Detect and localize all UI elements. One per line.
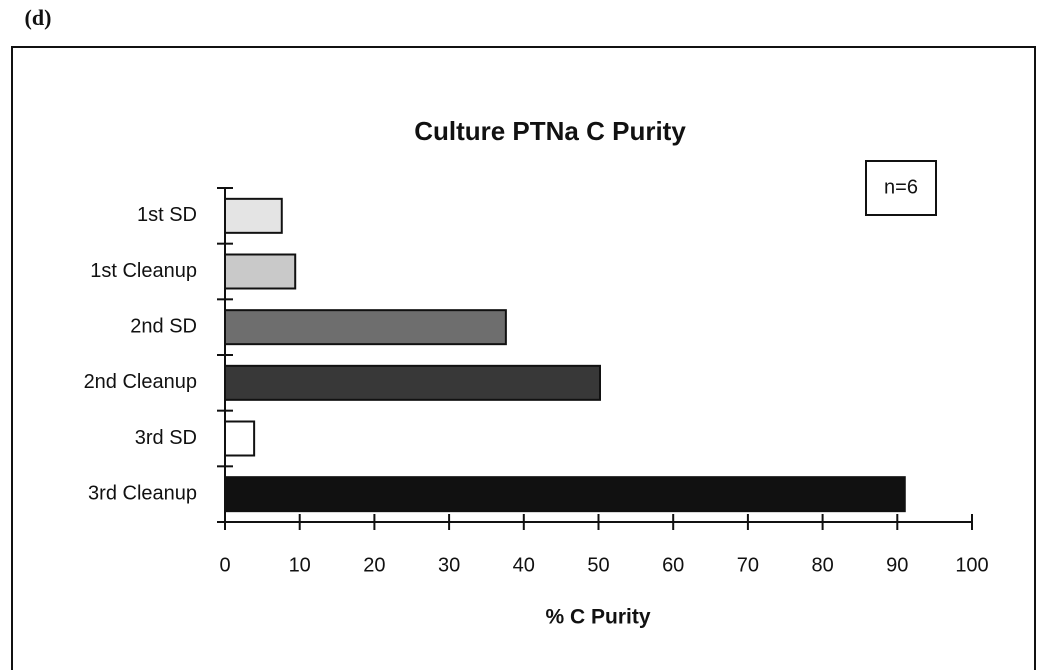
- bar: [224, 420, 256, 457]
- x-tick-label: 20: [363, 554, 385, 576]
- x-tick-label: 0: [219, 554, 230, 576]
- y-tick-label: 1st SD: [137, 204, 197, 226]
- y-tick-label: 2nd Cleanup: [84, 371, 197, 393]
- x-tick-label: 40: [513, 554, 535, 576]
- bar: [224, 364, 601, 401]
- x-tick-label: 80: [811, 554, 833, 576]
- bar: [224, 476, 906, 513]
- x-tick-label: 30: [438, 554, 460, 576]
- frame: [11, 46, 1036, 670]
- x-tick-label: 60: [662, 554, 684, 576]
- chart-title: Culture PTNa C Purity: [414, 116, 686, 146]
- x-tick-label: 90: [886, 554, 908, 576]
- x-tick-label: 50: [587, 554, 609, 576]
- x-axis-title: % C Purity: [545, 606, 650, 629]
- annotation: n=6: [884, 176, 918, 198]
- panel-label: (d): [25, 5, 52, 30]
- annotation-box: [865, 160, 937, 216]
- bar: [224, 253, 297, 290]
- y-tick-label: 2nd SD: [130, 315, 197, 337]
- bar: [224, 197, 283, 234]
- x-tick-label: 70: [737, 554, 759, 576]
- bar: [224, 309, 507, 346]
- y-tick-label: 3rd Cleanup: [88, 482, 197, 504]
- y-tick-label: 3rd SD: [135, 427, 197, 449]
- x-tick-label: 100: [955, 554, 988, 576]
- x-tick-label: 10: [289, 554, 311, 576]
- y-tick-label: 1st Cleanup: [90, 260, 197, 282]
